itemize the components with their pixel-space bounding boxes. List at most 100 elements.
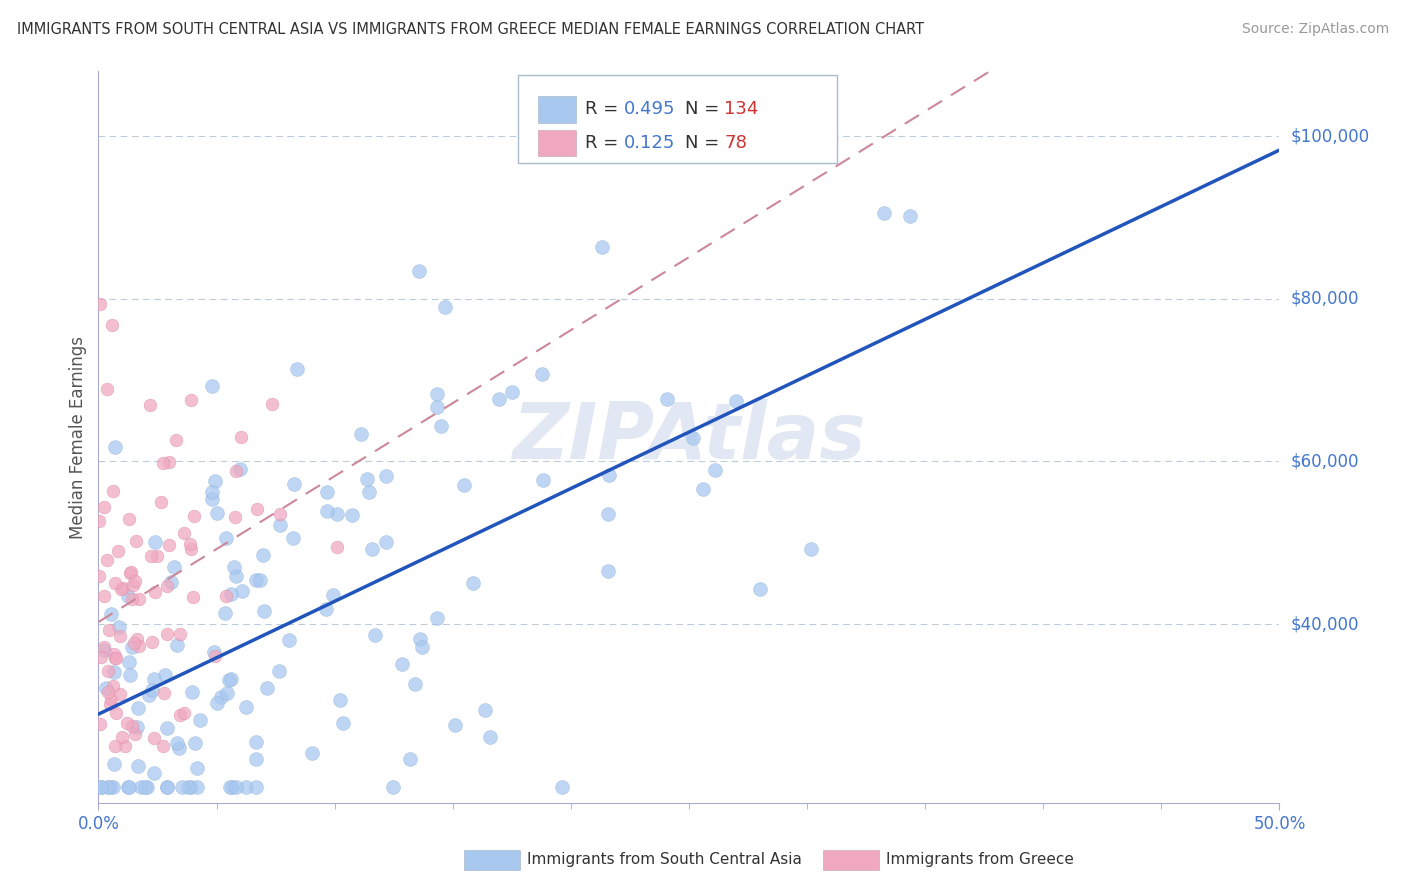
Point [163,560,186,574]
Point [90,780,112,794]
Point [149,494,172,508]
Point [181,684,204,698]
Point [350,427,373,442]
Point [104,576,127,591]
Point [121,565,143,579]
Point [748,582,770,596]
Point [531,473,554,487]
Point [117,589,139,603]
Point [256,681,278,696]
Point [201,379,224,393]
Point [93,589,115,603]
Point [229,430,252,444]
Point [103,647,125,661]
Point [724,393,747,408]
Point [316,485,339,500]
Point [180,541,202,556]
Point [218,673,240,687]
Point [141,549,163,563]
Point [108,620,131,634]
Point [692,482,714,496]
Point [221,780,243,794]
Point [96,780,118,794]
Point [122,578,145,592]
Text: $40,000: $40,000 [1291,615,1360,633]
Point [332,716,354,731]
Point [118,655,141,669]
Point [269,518,291,533]
Text: N =: N = [685,134,725,152]
Point [180,392,202,407]
Point [530,367,553,381]
Point [215,589,238,603]
Point [704,463,727,477]
Point [177,780,200,794]
Point [253,604,276,618]
Point [173,526,195,541]
Point [245,735,267,749]
Point [169,627,191,641]
Point [121,592,143,607]
Point [157,538,180,552]
Point [98,697,121,711]
Point [374,468,396,483]
Text: 134: 134 [724,101,759,119]
Point [166,638,188,652]
Point [488,392,510,406]
Point [101,483,124,498]
Point [90,650,112,665]
Point [103,756,125,771]
Point [209,690,232,704]
Point [453,477,475,491]
Point [156,780,179,794]
Point [98,780,121,794]
Point [281,531,304,545]
Point [409,632,432,647]
Point [202,645,225,659]
Point [111,581,134,595]
Point [165,433,187,447]
Point [430,419,453,434]
Point [89,716,111,731]
Point [104,440,127,454]
Point [245,780,267,794]
FancyBboxPatch shape [537,130,575,156]
Text: 0.125: 0.125 [624,134,675,152]
Point [657,392,679,406]
Point [201,491,224,506]
Point [433,300,456,314]
Point [301,746,323,760]
Text: $80,000: $80,000 [1291,290,1360,308]
Text: $100,000: $100,000 [1291,128,1369,145]
Point [245,751,267,765]
Point [478,731,501,745]
Point [375,535,398,549]
Point [103,665,125,679]
Point [127,700,149,714]
Point [121,719,143,733]
Point [225,568,247,582]
Point [269,664,291,678]
Point [101,318,124,332]
Point [136,780,159,794]
Point [104,739,127,753]
Point [186,761,208,775]
Point [326,540,349,554]
Point [249,574,271,588]
Point [398,752,420,766]
Point [205,506,228,520]
Point [93,643,115,657]
Point [287,361,309,376]
Point [96,553,118,567]
Point [127,759,149,773]
Point [204,648,226,663]
Point [180,780,202,794]
Point [356,472,378,486]
Point [120,566,142,580]
Point [800,541,823,556]
Point [501,385,523,400]
Text: IMMIGRANTS FROM SOUTH CENTRAL ASIA VS IMMIGRANTS FROM GREECE MEDIAN FEMALE EARNI: IMMIGRANTS FROM SOUTH CENTRAL ASIA VS IM… [17,22,924,37]
Point [118,512,141,526]
Point [598,507,620,521]
Point [382,780,405,794]
